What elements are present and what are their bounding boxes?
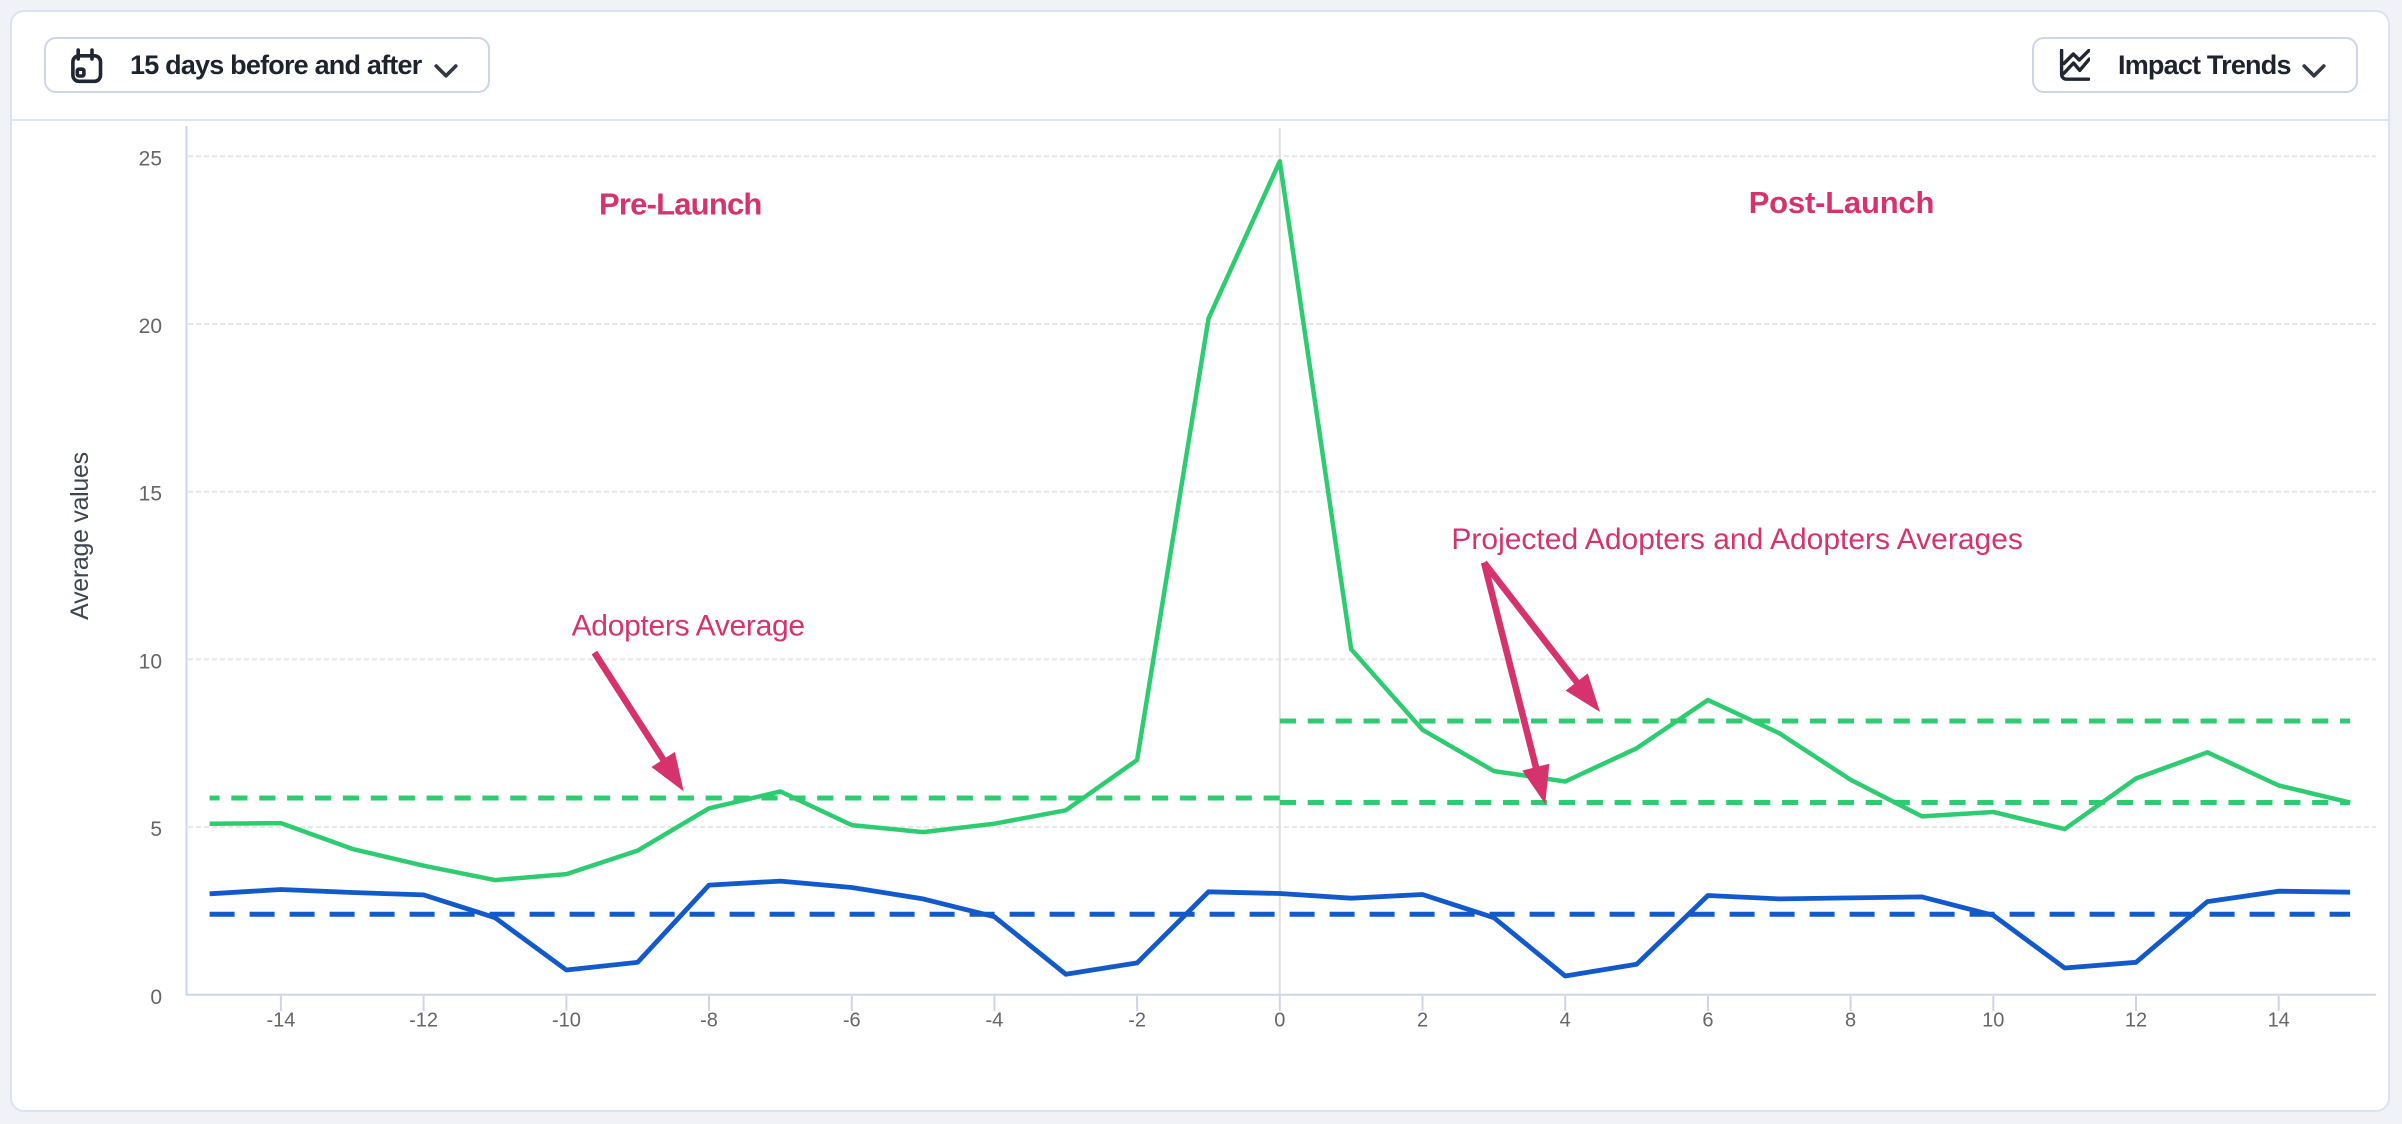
svg-text:0: 0 <box>150 986 162 1009</box>
svg-text:-4: -4 <box>986 1009 1004 1031</box>
svg-text:-10: -10 <box>552 1009 581 1031</box>
svg-text:15: 15 <box>139 483 162 506</box>
svg-text:12: 12 <box>2125 1009 2147 1031</box>
svg-text:6: 6 <box>1702 1009 1713 1031</box>
svg-text:-12: -12 <box>409 1009 438 1031</box>
svg-text:-6: -6 <box>843 1009 861 1031</box>
svg-text:14: 14 <box>2268 1009 2290 1031</box>
svg-text:Projected Adopters and Adopter: Projected Adopters and Adopters Averages <box>1451 523 2023 556</box>
svg-text:20: 20 <box>139 315 162 338</box>
svg-text:Adopters Average: Adopters Average <box>572 610 805 643</box>
svg-text:-2: -2 <box>1128 1009 1146 1031</box>
svg-text:Average values: Average values <box>66 452 94 620</box>
svg-text:0: 0 <box>1274 1009 1285 1031</box>
svg-text:4: 4 <box>1560 1009 1571 1031</box>
svg-text:10: 10 <box>1982 1009 2004 1031</box>
svg-text:25: 25 <box>139 147 162 170</box>
svg-text:-8: -8 <box>700 1009 718 1031</box>
svg-text:2: 2 <box>1417 1009 1428 1031</box>
svg-text:Post-Launch: Post-Launch <box>1749 185 1935 220</box>
svg-text:5: 5 <box>150 818 162 841</box>
svg-text:10: 10 <box>139 650 162 673</box>
svg-text:-14: -14 <box>266 1009 295 1031</box>
svg-text:Pre-Launch: Pre-Launch <box>599 187 762 222</box>
svg-text:8: 8 <box>1845 1009 1856 1031</box>
